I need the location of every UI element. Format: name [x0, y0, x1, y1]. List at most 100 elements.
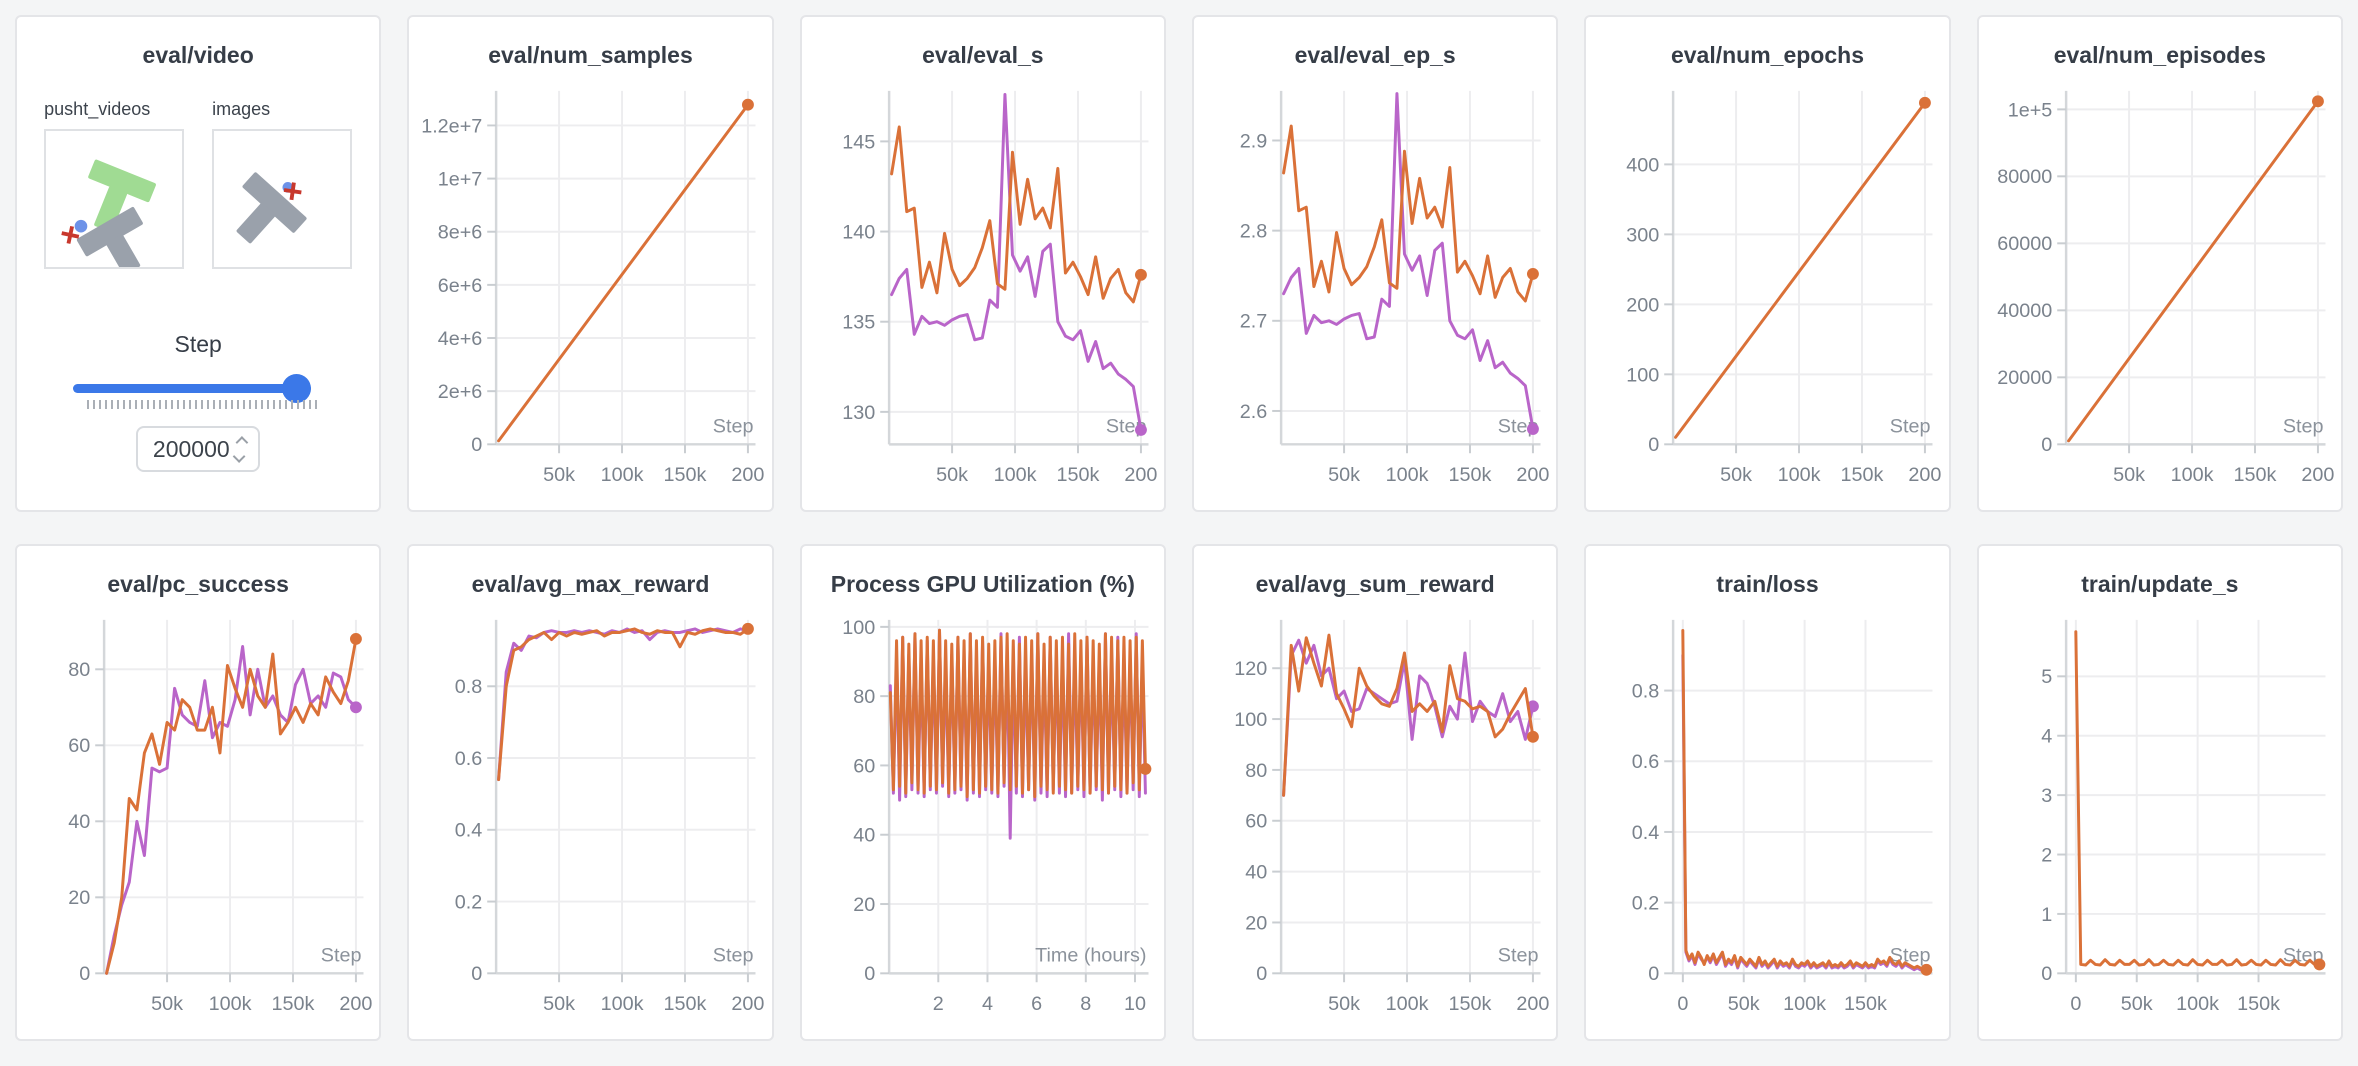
svg-text:150k: 150k [272, 993, 315, 1015]
pusht-gray-t-shape [236, 172, 307, 244]
svg-text:2.6: 2.6 [1240, 401, 1268, 423]
svg-text:5: 5 [2041, 666, 2052, 688]
goal-cross [61, 225, 80, 244]
chart-title: eval/num_epochs [1670, 42, 1864, 68]
slider-track[interactable] [73, 384, 312, 393]
svg-text:40: 40 [68, 811, 90, 833]
svg-text:1e+7: 1e+7 [438, 169, 483, 191]
svg-text:0.8: 0.8 [455, 676, 483, 698]
svg-text:100k: 100k [601, 993, 644, 1015]
svg-text:50k: 50k [543, 993, 575, 1015]
svg-text:Step: Step [321, 944, 362, 966]
pusht-video-thumbnail[interactable] [44, 129, 185, 269]
svg-text:150k: 150k [1844, 993, 1887, 1015]
chart-panel-eval-num-samples: eval/num_samples 50k 100k 150k 200 0 2e+6 4e+6… [407, 15, 774, 512]
svg-text:0: 0 [1649, 963, 1660, 985]
svg-text:0.4: 0.4 [1632, 822, 1660, 844]
chart-canvas[interactable]: 50k 100k 150k 200 0 100 200 300 400 Step [1586, 81, 1948, 502]
svg-text:40000: 40000 [1997, 300, 2052, 322]
chart-title: Process GPU Utilization (%) [830, 571, 1135, 597]
pusht-gray-t-shape [77, 206, 144, 267]
chart-panel-eval-num-episodes: eval/num_episodes 50k 100k 150k 200 0 20000 40… [1976, 15, 2343, 512]
spinner-up-icon[interactable] [235, 435, 248, 449]
svg-text:200: 200 [1909, 464, 1942, 486]
svg-text:150k: 150k [2233, 464, 2276, 486]
svg-text:0: 0 [2041, 963, 2052, 985]
svg-text:200: 200 [1516, 464, 1549, 486]
svg-text:100: 100 [1234, 709, 1267, 731]
step-slider[interactable] [73, 374, 323, 418]
svg-text:135: 135 [842, 312, 875, 334]
svg-text:8: 8 [1080, 993, 1091, 1015]
chart-canvas[interactable]: 50k 100k 150k 200 0 20 40 60 80 Step [17, 610, 379, 1031]
svg-text:50k: 50k [2113, 464, 2145, 486]
svg-text:20: 20 [853, 894, 875, 916]
svg-text:50k: 50k [1328, 464, 1360, 486]
svg-text:4: 4 [982, 993, 993, 1015]
svg-text:0.6: 0.6 [1632, 751, 1660, 773]
media-panel-eval-video: eval/video pusht_videos [15, 15, 382, 512]
svg-text:150k: 150k [1841, 464, 1884, 486]
chart-panel-process-gpu-utilization: Process GPU Utilization (%) 2 4 6 8 10 0 20 40 6… [799, 544, 1166, 1041]
slider-knob[interactable] [282, 374, 312, 403]
svg-text:100k: 100k [1386, 464, 1429, 486]
svg-text:100k: 100k [2176, 993, 2219, 1015]
chart-canvas[interactable]: 50k 100k 150k 200 0 20 40 60 80 100 120 Step [1194, 610, 1556, 1031]
svg-text:150k: 150k [2237, 993, 2280, 1015]
chart-canvas[interactable]: 50k 100k 150k 200 0 2e+6 4e+6 6e+6 8e+6 1e+7 1.2e+… [409, 81, 771, 502]
svg-text:Step: Step [713, 415, 754, 437]
svg-text:Step: Step [1498, 944, 1539, 966]
images-thumbnail[interactable] [212, 129, 353, 269]
svg-text:0: 0 [2070, 993, 2081, 1015]
svg-text:6e+6: 6e+6 [438, 275, 483, 297]
step-input-box [136, 426, 261, 472]
svg-text:100k: 100k [209, 993, 252, 1015]
svg-text:150k: 150k [664, 993, 707, 1015]
svg-text:200: 200 [1627, 294, 1660, 316]
chart-panel-train-update-s: train/update_s 0 50k 100k 150k 0 1 2 3 4 5 Step [1976, 544, 2343, 1041]
svg-text:200: 200 [732, 993, 765, 1015]
goal-cross [283, 182, 302, 201]
svg-text:Time (hours): Time (hours) [1035, 944, 1146, 966]
svg-text:300: 300 [1627, 224, 1660, 246]
svg-text:Step: Step [713, 944, 754, 966]
svg-text:80: 80 [68, 659, 90, 681]
svg-text:0: 0 [1256, 963, 1267, 985]
chart-title: eval/pc_success [107, 571, 289, 597]
svg-text:100: 100 [842, 617, 875, 639]
svg-text:100k: 100k [1784, 993, 1827, 1015]
svg-text:50k: 50k [1720, 464, 1752, 486]
svg-text:1.2e+7: 1.2e+7 [422, 115, 483, 137]
chart-title: eval/eval_s [922, 42, 1044, 68]
svg-text:Step: Step [1890, 415, 1931, 437]
svg-text:0.6: 0.6 [455, 748, 483, 770]
chart-title: eval/num_samples [488, 42, 693, 68]
svg-text:0.8: 0.8 [1632, 681, 1660, 703]
svg-text:150k: 150k [1056, 464, 1099, 486]
svg-text:80000: 80000 [1997, 166, 2052, 188]
svg-text:2.9: 2.9 [1240, 130, 1268, 152]
step-input[interactable] [151, 435, 230, 463]
svg-text:1e+5: 1e+5 [2007, 99, 2052, 121]
svg-text:100k: 100k [1778, 464, 1821, 486]
svg-text:100k: 100k [2170, 464, 2213, 486]
svg-text:200: 200 [1124, 464, 1157, 486]
svg-text:0: 0 [472, 434, 483, 456]
chart-title: eval/eval_ep_s [1294, 42, 1456, 68]
svg-text:50k: 50k [2120, 993, 2152, 1015]
spinner-down-icon[interactable] [232, 449, 246, 463]
svg-text:60: 60 [1245, 811, 1267, 833]
svg-text:60: 60 [68, 735, 90, 757]
chart-title: train/update_s [2081, 571, 2239, 597]
chart-canvas[interactable]: 50k 100k 150k 200 0 0.2 0.4 0.6 0.8 Step [409, 610, 771, 1031]
svg-text:20000: 20000 [1997, 367, 2052, 389]
svg-text:2: 2 [2041, 844, 2052, 866]
svg-text:0: 0 [864, 963, 875, 985]
chart-panel-eval-eval-ep-s: eval/eval_ep_s 50k 100k 150k 200 2.6 2.7 2.8 2.… [1192, 15, 1559, 512]
chart-canvas[interactable]: 50k 100k 150k 200 0 20000 40000 60000 80000 1e+5 S… [1979, 81, 2341, 502]
